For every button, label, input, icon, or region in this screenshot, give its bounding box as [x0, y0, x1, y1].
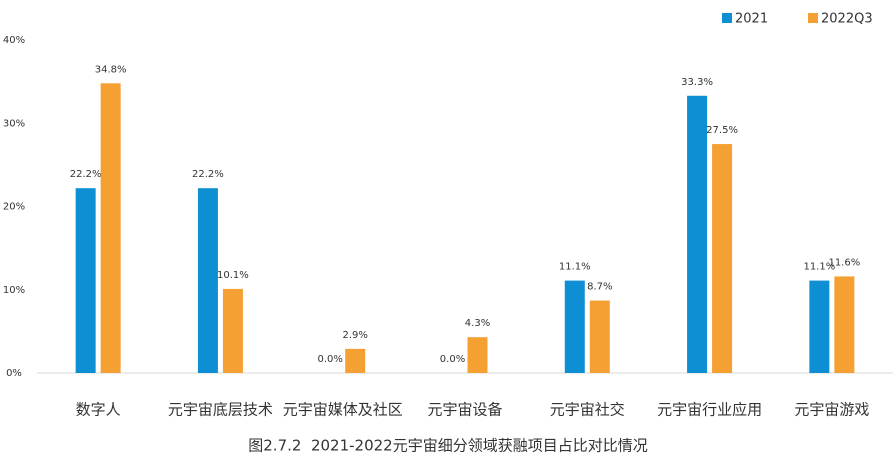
- x-tick-label: 元宇宙行业应用: [657, 401, 762, 419]
- bar: [809, 280, 830, 373]
- bar: [100, 83, 121, 373]
- legend-swatch: [808, 13, 818, 23]
- bar: [197, 188, 218, 373]
- bar: [687, 95, 708, 373]
- legend-label: 2021: [735, 12, 768, 27]
- value-label: 4.3%: [465, 318, 490, 329]
- bar: [564, 280, 585, 373]
- bar: [589, 300, 610, 373]
- value-label: 22.2%: [192, 169, 224, 180]
- x-tick-label: 元宇宙底层技术: [168, 401, 273, 419]
- value-label: 10.1%: [217, 270, 249, 281]
- y-tick-label: 10%: [3, 285, 25, 296]
- bar: [222, 288, 243, 373]
- value-label: 11.1%: [559, 262, 591, 273]
- value-label: 27.5%: [706, 125, 738, 136]
- value-label: 33.3%: [681, 77, 713, 88]
- y-tick-label: 20%: [3, 202, 25, 213]
- value-label: 2.9%: [343, 330, 368, 341]
- x-tick-label: 数字人: [76, 401, 121, 419]
- value-label: 11.1%: [803, 262, 835, 273]
- x-tick-label: 元宇宙社交: [550, 401, 625, 419]
- x-tick-label: 元宇宙媒体及社区: [283, 401, 403, 419]
- bar: [712, 144, 733, 373]
- legend-swatch: [722, 13, 732, 23]
- y-tick-label: 0%: [6, 368, 22, 379]
- value-label: 34.8%: [95, 64, 127, 75]
- bar: [345, 348, 366, 373]
- value-label: 22.2%: [70, 169, 102, 180]
- value-label: 11.6%: [828, 257, 860, 268]
- x-tick-label: 元宇宙设备: [427, 401, 502, 419]
- value-label: 8.7%: [587, 282, 612, 293]
- x-tick-label: 元宇宙游戏: [794, 401, 869, 419]
- chart-caption: 图2.7.2 2021-2022元宇宙细分领域获融项目占比对比情况: [248, 437, 647, 455]
- y-tick-label: 40%: [3, 35, 25, 46]
- bar: [467, 337, 488, 373]
- y-tick-label: 30%: [3, 118, 25, 129]
- bar: [75, 188, 96, 373]
- legend-label: 2022Q3: [821, 12, 873, 27]
- bar: [834, 276, 855, 373]
- value-label: 0.0%: [318, 354, 343, 365]
- value-label: 0.0%: [440, 354, 465, 365]
